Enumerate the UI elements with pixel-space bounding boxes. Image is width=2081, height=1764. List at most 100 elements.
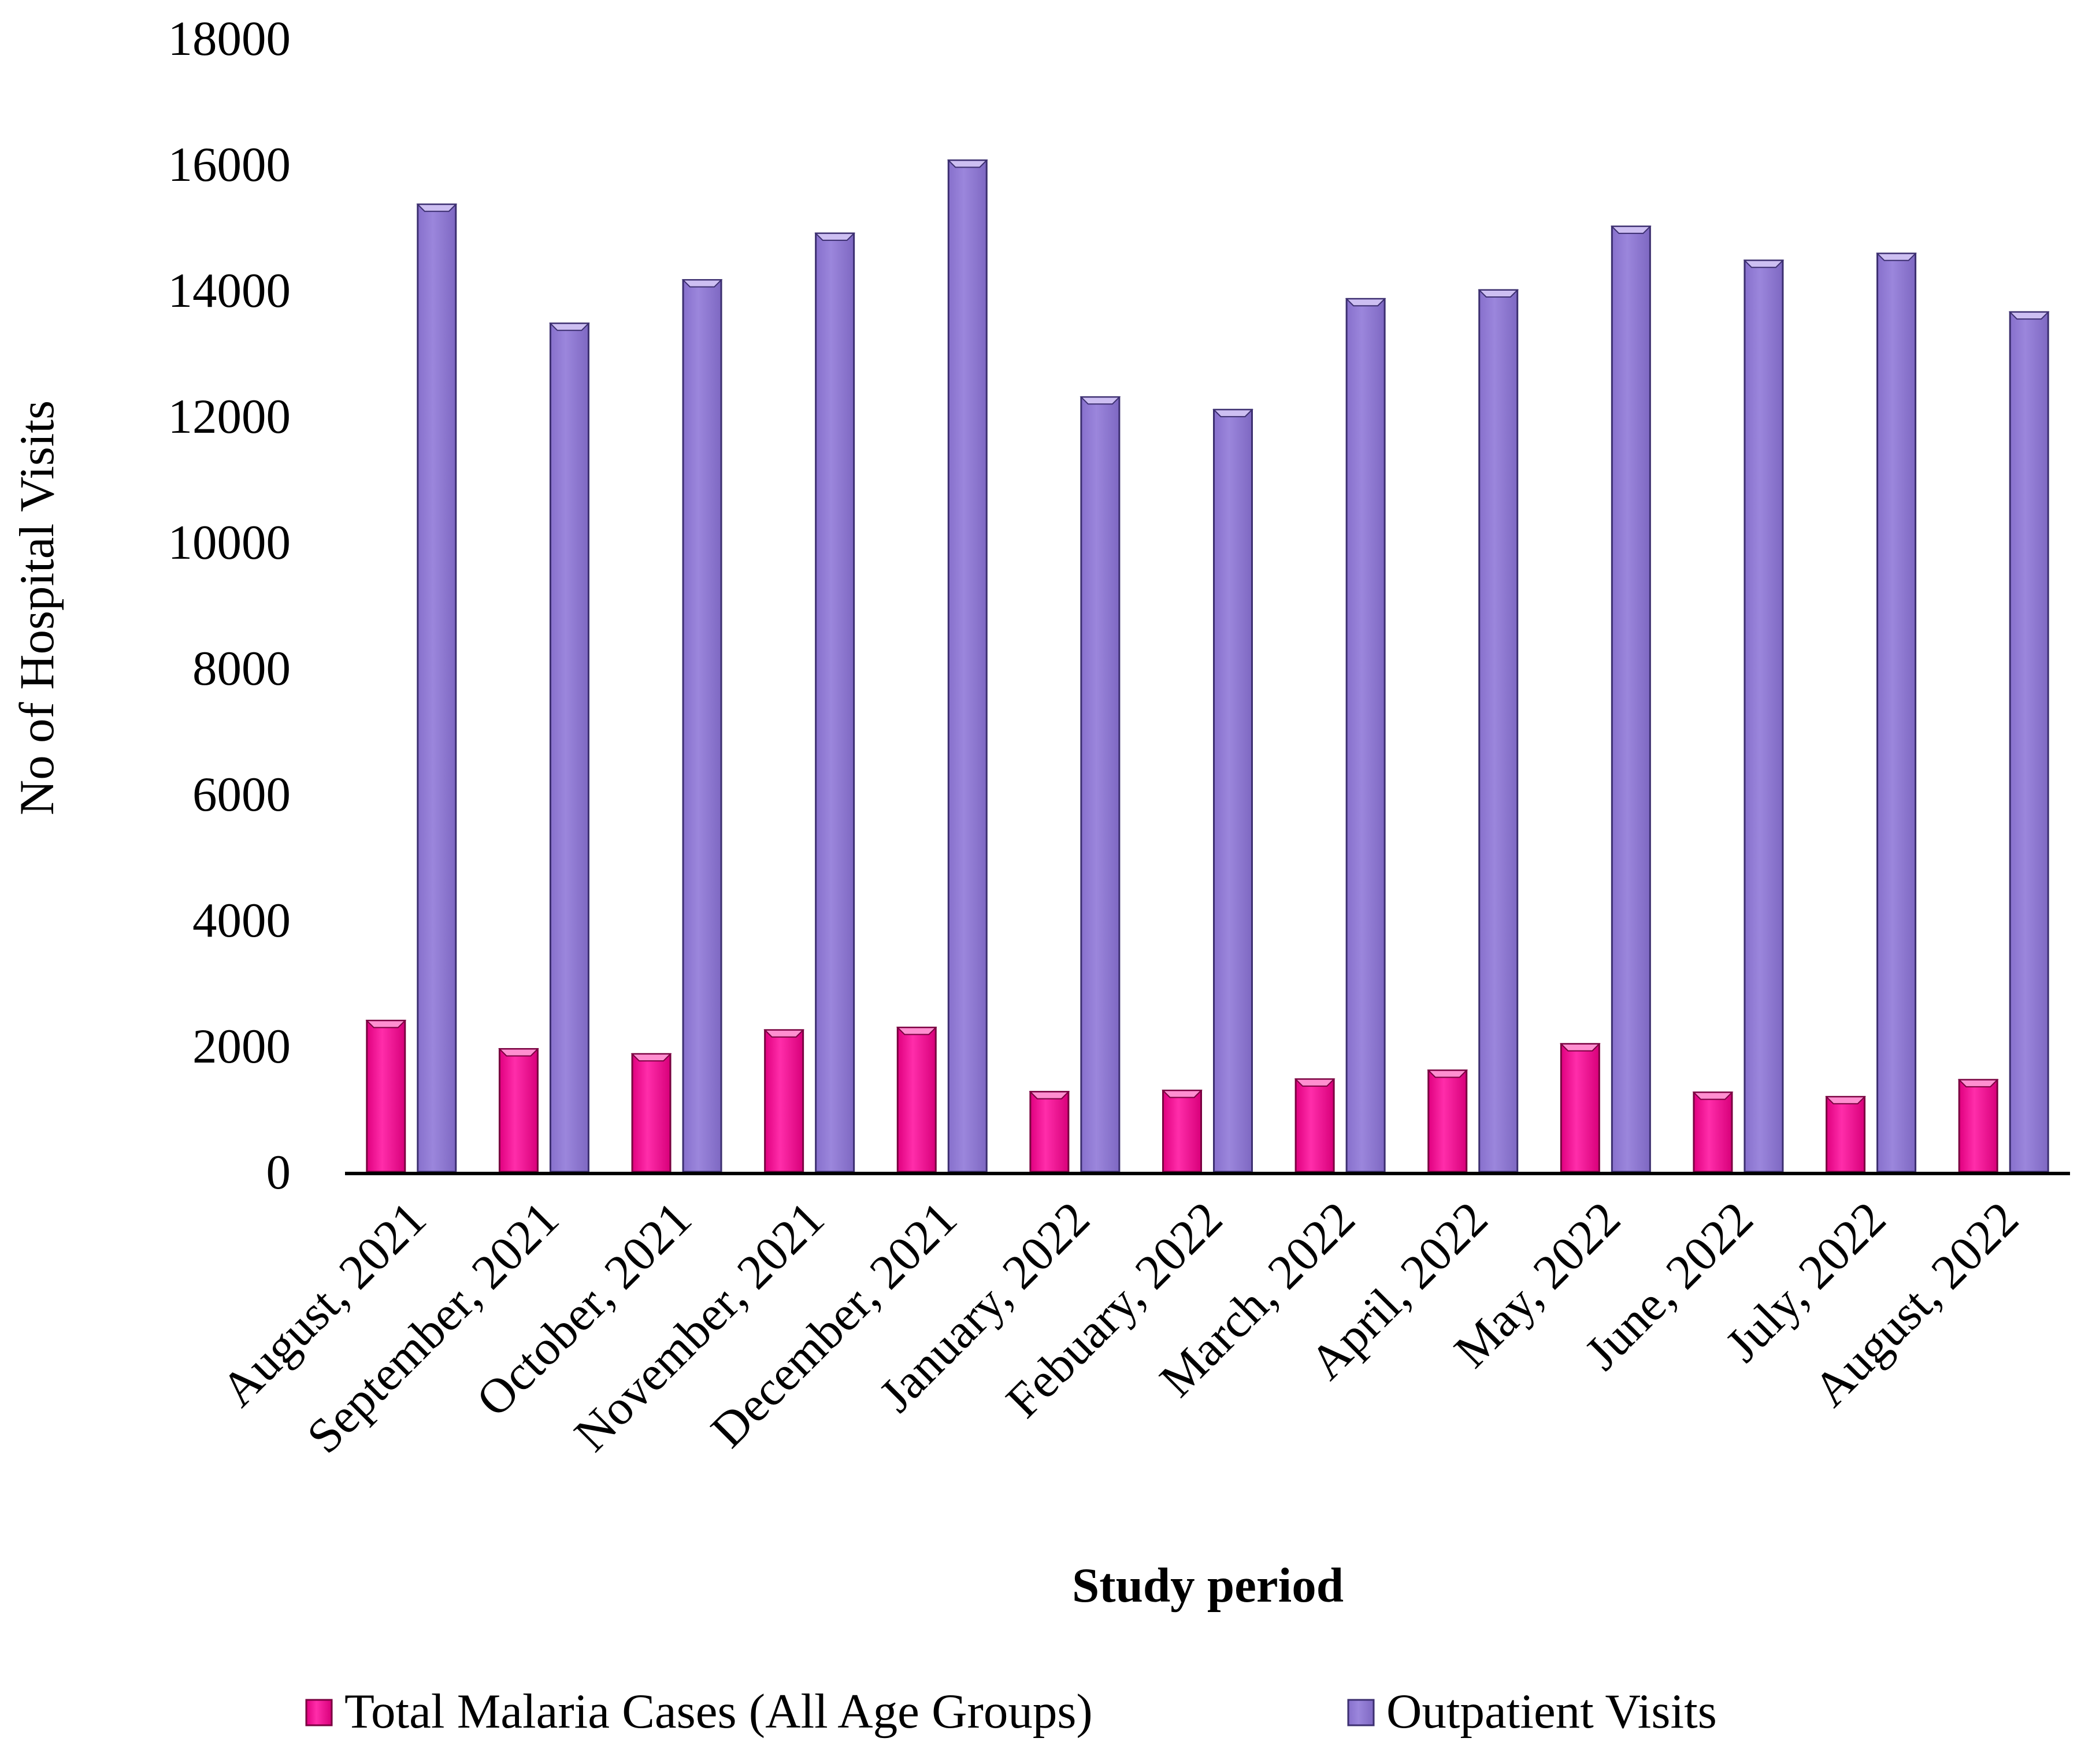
bar-malaria-cases-body: [1826, 1095, 1866, 1173]
bar-malaria-cases-bevel: [1559, 1043, 1601, 1052]
y-tick-label: 8000: [192, 641, 291, 696]
bar-outpatient-visits: [416, 203, 458, 1173]
bar-malaria-cases: [1957, 1079, 1999, 1173]
bar-outpatient-visits-body: [1213, 408, 1253, 1173]
y-tick-label: 2000: [192, 1019, 291, 1074]
bar-outpatient-visits-body: [417, 203, 457, 1173]
bar-malaria-cases-body: [1427, 1069, 1468, 1173]
bar-outpatient-visits: [1478, 289, 1519, 1173]
bar-malaria-cases-bevel: [1957, 1079, 1999, 1087]
bar-malaria-cases-bevel: [896, 1027, 937, 1035]
bar-malaria-cases: [1559, 1043, 1601, 1173]
bar-malaria-cases: [365, 1019, 407, 1173]
bar-malaria-cases-body: [1162, 1089, 1202, 1173]
bar-outpatient-visits: [947, 159, 988, 1173]
bar-outpatient-visits-body: [1744, 259, 1784, 1173]
bar-outpatient-visits-bevel: [1743, 259, 1785, 268]
bar-outpatient-visits-bevel: [2008, 311, 2050, 320]
bar-malaria-cases: [1294, 1078, 1336, 1173]
bar-malaria-cases-bevel: [630, 1053, 672, 1062]
y-tick-label: 16000: [168, 138, 291, 192]
bar-outpatient-visits: [1610, 225, 1652, 1173]
y-tick-label: 0: [266, 1145, 291, 1199]
bar-outpatient-visits: [1876, 252, 1917, 1173]
bar-malaria-cases-bevel: [365, 1020, 407, 1028]
y-axis-ticks: 0 2000 4000 6000 8000 10000 12000 14000 16000 180…: [168, 12, 291, 1199]
bar-outpatient-visits-body: [1611, 225, 1651, 1173]
bar-malaria-cases-bevel: [1029, 1091, 1070, 1100]
bar-outpatient-visits-bevel: [1478, 289, 1519, 298]
bar-outpatient-visits-bevel: [681, 279, 723, 288]
y-tick-label: 12000: [168, 389, 291, 444]
bar-outpatient-visits: [814, 232, 856, 1173]
bar-malaria-cases-body: [1294, 1078, 1335, 1173]
bar-malaria-cases-bevel: [1825, 1096, 1866, 1105]
bar-outpatient-visits-body: [2009, 311, 2049, 1173]
bar-outpatient-visits-body: [947, 159, 988, 1173]
bar-outpatient-visits: [1743, 259, 1785, 1173]
bar-outpatient-visits: [681, 279, 723, 1173]
bar-malaria-cases: [1692, 1091, 1734, 1173]
bar-outpatient-visits: [2008, 311, 2050, 1173]
bar-outpatient-visits-body: [1876, 252, 1917, 1173]
bar-malaria-cases: [896, 1026, 937, 1173]
bar-malaria-cases-body: [366, 1019, 406, 1173]
legend-label-malaria-cases: Total Malaria Cases (All Age Groups): [344, 1684, 1093, 1739]
legend-label-outpatient-visits: Outpatient Visits: [1386, 1684, 1717, 1739]
bar-outpatient-visits-bevel: [1212, 409, 1253, 418]
bar-malaria-cases-body: [764, 1029, 804, 1173]
bar-outpatient-visits-bevel: [416, 203, 458, 212]
bar-outpatient-visits-body: [815, 232, 855, 1173]
bar-malaria-cases-body: [896, 1026, 937, 1173]
bars: [365, 159, 2050, 1173]
bar-malaria-cases: [630, 1053, 672, 1173]
bar-malaria-cases-body: [1958, 1079, 1998, 1173]
bar-malaria-cases-bevel: [763, 1029, 805, 1038]
bar-malaria-cases-bevel: [498, 1048, 539, 1057]
bar-outpatient-visits-bevel: [1610, 225, 1652, 234]
bar-outpatient-visits: [1212, 408, 1253, 1173]
bar-outpatient-visits-bevel: [1876, 252, 1917, 261]
y-tick-label: 10000: [168, 515, 291, 570]
bar-outpatient-visits: [1345, 298, 1386, 1173]
legend: Total Malaria Cases (All Age Groups) Out…: [305, 1684, 1717, 1739]
bar-malaria-cases-bevel: [1427, 1069, 1468, 1078]
bar-outpatient-visits-bevel: [1080, 396, 1121, 405]
bar-malaria-cases: [498, 1048, 539, 1173]
bar-malaria-cases: [1427, 1069, 1468, 1173]
bar-outpatient-visits-bevel: [814, 232, 856, 241]
bar-malaria-cases-bevel: [1294, 1078, 1336, 1087]
bar-outpatient-visits-body: [1080, 396, 1121, 1173]
y-axis-label: No of Hospital Visits: [10, 400, 64, 815]
bar-outpatient-visits-bevel: [549, 322, 590, 331]
bar-outpatient-visits-body: [1345, 298, 1386, 1173]
y-tick-label: 14000: [168, 263, 291, 318]
bar-outpatient-visits-body: [549, 322, 589, 1173]
bar-malaria-cases-bevel: [1692, 1091, 1734, 1100]
bar-malaria-cases-body: [1693, 1091, 1733, 1173]
y-tick-label: 4000: [192, 893, 291, 948]
bar-malaria-cases: [1029, 1091, 1070, 1173]
bar-outpatient-visits-bevel: [1345, 298, 1386, 307]
bar-malaria-cases-body: [631, 1053, 672, 1173]
bar-malaria-cases-bevel: [1162, 1090, 1203, 1098]
bar-malaria-cases-body: [1560, 1043, 1600, 1173]
bar-outpatient-visits: [549, 322, 590, 1173]
bar-malaria-cases: [1825, 1095, 1866, 1173]
x-axis-label: Study period: [1072, 1558, 1344, 1613]
bar-outpatient-visits-body: [682, 279, 722, 1173]
bar-malaria-cases-body: [1029, 1091, 1070, 1173]
legend-swatch-outpatient-visits: [1347, 1699, 1375, 1726]
bar-malaria-cases-body: [498, 1048, 539, 1173]
y-tick-label: 6000: [192, 767, 291, 822]
y-tick-label: 18000: [168, 12, 291, 66]
bar-malaria-cases: [1162, 1089, 1203, 1173]
bar-outpatient-visits-body: [1478, 289, 1519, 1173]
x-tick-label: December, 2021: [700, 1191, 967, 1458]
legend-swatch-malaria-cases: [305, 1699, 333, 1726]
bar-malaria-cases: [763, 1029, 805, 1173]
bar-outpatient-visits: [1080, 396, 1121, 1173]
bar-outpatient-visits-bevel: [947, 159, 988, 168]
